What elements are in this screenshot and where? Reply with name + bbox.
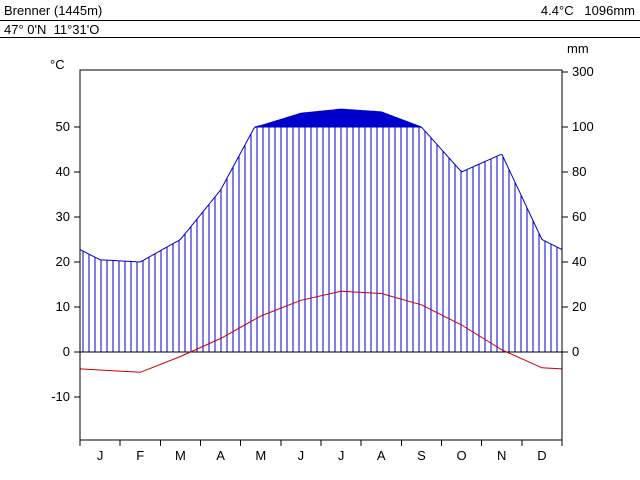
coordinates: 47° 0'N 11°31'O — [4, 22, 100, 37]
temp-axis: -10 0 10 20 30 40 50 — [51, 119, 80, 404]
month-label: M — [175, 448, 186, 463]
precip-tick-label: 100 — [572, 119, 594, 134]
station-name: Brenner (1445m) — [4, 3, 103, 18]
month-label: S — [417, 448, 426, 463]
month-label: O — [457, 448, 467, 463]
temp-tick-label: -10 — [51, 389, 70, 404]
precip-excess-cap — [254, 108, 422, 128]
precip-tick-label: 300 — [572, 64, 594, 79]
precipitation-curve — [79, 126, 563, 263]
precip-axis-unit-label: mm — [567, 41, 589, 56]
month-label: J — [97, 448, 104, 463]
month-label: A — [216, 448, 225, 463]
month-label: F — [136, 448, 144, 463]
header-rule-top — [0, 20, 640, 21]
precip-tick-label: 0 — [572, 344, 579, 359]
month-label: D — [537, 448, 546, 463]
precip-axis: 0 20 40 60 80 100 300 — [562, 64, 594, 359]
temp-tick-label: 20 — [56, 254, 70, 269]
temp-tick-label: 0 — [63, 344, 70, 359]
climate-summary: 4.4°C 1096mm — [540, 3, 635, 18]
temp-tick-label: 10 — [56, 299, 70, 314]
month-label: A — [377, 448, 386, 463]
month-label: M — [255, 448, 266, 463]
temperature-curve — [79, 290, 563, 373]
month-label: J — [298, 448, 305, 463]
temp-tick-label: 50 — [56, 119, 70, 134]
month-label: N — [497, 448, 506, 463]
temp-axis-unit-label: °C — [50, 57, 65, 72]
temp-tick-label: 30 — [56, 209, 70, 224]
temp-tick-label: 40 — [56, 164, 70, 179]
precip-tick-label: 20 — [572, 299, 586, 314]
precip-tick-label: 80 — [572, 164, 586, 179]
precip-tick-label: 40 — [572, 254, 586, 269]
precip-hatch — [82, 127, 558, 352]
header-rule-bottom — [0, 37, 640, 38]
precip-tick-label: 60 — [572, 209, 586, 224]
month-label: J — [338, 448, 345, 463]
